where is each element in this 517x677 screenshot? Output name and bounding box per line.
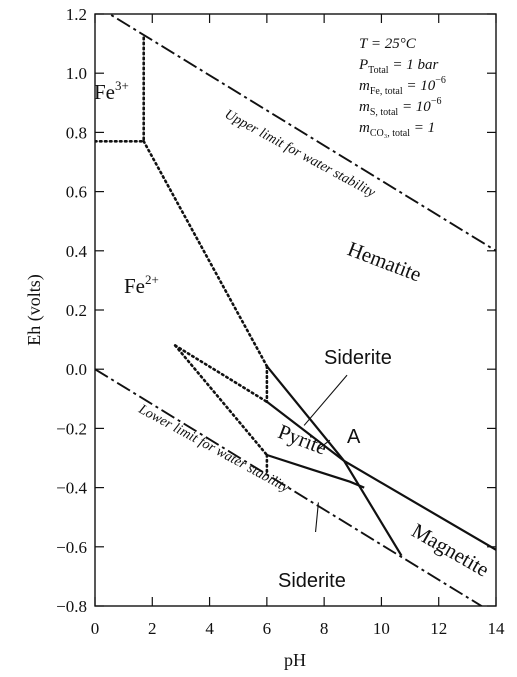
region-fe2: Fe2+ <box>124 272 159 298</box>
region-hematite: Hematite <box>344 236 424 286</box>
y-tick-label: −0.8 <box>56 597 87 616</box>
region-pyrite: Pyrite <box>275 419 330 459</box>
x-axis-title: pH <box>284 650 306 670</box>
dotted-boundary-line <box>142 140 269 368</box>
y-tick-labels: −0.8 −0.6 −0.4 −0.2 0.0 0.2 0.4 0.6 0.8 1.0 1.2 <box>56 5 87 616</box>
label-pointer-line <box>315 502 319 533</box>
x-tick-label: 10 <box>373 619 390 638</box>
dash-dot-boundary-line <box>95 368 484 606</box>
y-tick-label: 0.4 <box>66 242 88 261</box>
solid-boundary-line <box>266 453 365 489</box>
x-tick-label: 4 <box>205 619 214 638</box>
y-tick-label: 1.2 <box>66 5 87 24</box>
region-magnetite: Magnetite <box>408 518 494 581</box>
y-tick-label: −0.4 <box>56 479 87 498</box>
x-tick-label: 14 <box>488 619 506 638</box>
label-pointers <box>303 374 348 533</box>
dash-dot-boundary-line <box>107 14 496 252</box>
y-tick-label: 0.6 <box>66 183 87 202</box>
y-tick-label: −0.6 <box>56 538 87 557</box>
y-tick-label: 0.8 <box>66 123 87 142</box>
x-tick-labels: 0 2 4 6 8 10 12 14 <box>91 619 505 638</box>
region-fe2-charge: 2+ <box>145 272 159 287</box>
label-pointer-line <box>318 439 331 450</box>
point-a-label: A <box>347 426 361 448</box>
label-pointer-line <box>303 374 348 426</box>
region-fe3: Fe3+ <box>94 78 129 104</box>
region-fe3-charge: 3+ <box>115 78 129 93</box>
lower-limit-label: Lower limit for water stability <box>135 402 292 497</box>
y-tick-label: −0.2 <box>56 419 87 438</box>
condition-line: PTotal = 1 bar <box>358 57 438 76</box>
region-fe2-base: Fe <box>124 274 145 298</box>
condition-line: mCO₃, total = 1 <box>359 120 435 139</box>
dotted-boundary-line <box>173 344 269 404</box>
x-tick-label: 2 <box>148 619 157 638</box>
axis-ticks <box>94 13 497 607</box>
region-siderite-upper: Siderite <box>324 347 392 369</box>
solid-boundary-line <box>266 400 496 551</box>
condition-line: mFe, total = 10−6 <box>359 75 446 97</box>
x-tick-label: 8 <box>320 619 329 638</box>
y-tick-label: 1.0 <box>66 64 87 83</box>
condition-line: mS, total = 10−6 <box>359 96 441 118</box>
x-tick-label: 12 <box>430 619 447 638</box>
y-tick-label: 0.0 <box>66 360 87 379</box>
region-siderite-lower: Siderite <box>278 570 346 592</box>
boundary-lines <box>95 14 496 606</box>
y-axis-title: Eh (volts) <box>24 274 45 346</box>
solid-boundary-line <box>266 365 403 557</box>
y-tick-label: 0.2 <box>66 301 87 320</box>
upper-limit-label: Upper limit for water stability <box>222 107 378 201</box>
x-tick-label: 0 <box>91 619 100 638</box>
condition-line: T = 25°C <box>359 36 417 52</box>
region-fe3-base: Fe <box>94 80 115 104</box>
x-tick-label: 6 <box>263 619 272 638</box>
dotted-boundary-line <box>173 344 269 457</box>
